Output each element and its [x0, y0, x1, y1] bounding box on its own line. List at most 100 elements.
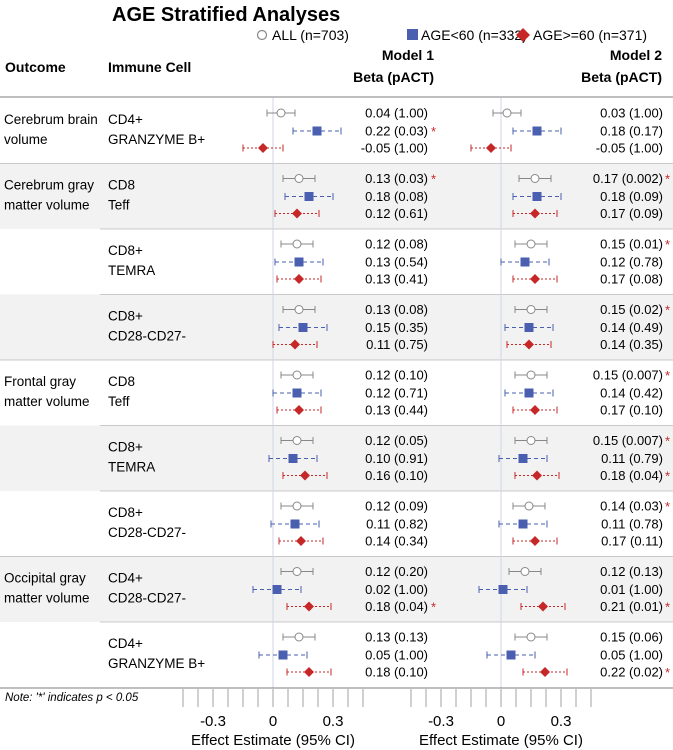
point-all	[292, 239, 302, 249]
significance-star: *	[665, 237, 670, 252]
group-3: CD8+ CD28-CD27- 0.13 (0.08) 0.15 (0.35) 0.1…	[108, 302, 670, 352]
point-under60	[288, 454, 298, 463]
estimate-text: 0.12 (0.10)	[365, 368, 428, 383]
header-immune-cell: Immune Cell	[108, 59, 191, 75]
estimate-text: 0.17 (0.08)	[600, 272, 663, 287]
point-all	[530, 174, 540, 183]
point-under60	[498, 585, 508, 594]
legend: ALL (n=703) AGE<60 (n=332) AGE>=60 (n=37…	[256, 27, 647, 43]
immune-cell-line2: CD28-CD27-	[108, 591, 186, 606]
estimate-text: 0.11 (0.75)	[366, 337, 428, 352]
x-axis-m2: -0.3 0 0.3 Effect Estimate (95% CI)	[410, 689, 592, 749]
row-band	[0, 556, 673, 622]
estimate-text: 0.16 (0.10)	[365, 468, 428, 483]
outcome-label-line1: Cerebrum gray	[4, 178, 94, 193]
row-bands	[0, 163, 673, 623]
significance-star: *	[665, 499, 670, 514]
group-4: Frontal gray matter volume CD8 Teff 0.12 (…	[4, 368, 670, 418]
row-band	[0, 163, 673, 229]
chart-title: AGE Stratified Analyses	[112, 4, 340, 26]
estimate-text: 0.17 (0.002)	[593, 171, 663, 186]
point-over60	[304, 667, 314, 677]
estimate-text: 0.12 (0.13)	[600, 564, 663, 579]
immune-cell-line2: CD28-CD27-	[108, 525, 186, 540]
point-over60	[294, 405, 304, 415]
estimate-text: 0.12 (0.08)	[365, 237, 428, 252]
point-all	[276, 108, 286, 118]
immune-cell-line2: TEMRA	[108, 263, 155, 278]
significance-star: *	[665, 172, 670, 187]
estimate-text: 0.05 (1.00)	[365, 648, 428, 663]
point-all	[526, 632, 536, 642]
immune-cell-line1: CD8+	[108, 243, 143, 258]
point-over60	[294, 274, 304, 284]
point-over60	[292, 208, 302, 219]
immune-cell-line2: Teff	[108, 394, 130, 409]
estimate-text: 0.15 (0.06)	[600, 630, 663, 645]
point-all	[526, 239, 536, 249]
immune-cell-line1: CD8+	[108, 505, 143, 520]
estimate-text: 0.17 (0.11)	[601, 534, 663, 549]
immune-cell-line2: TEMRA	[108, 460, 155, 475]
footnote: Note: '*' indicates p < 0.05	[5, 692, 139, 704]
estimate-text: 0.13 (0.41)	[365, 272, 428, 287]
point-all	[524, 501, 534, 511]
estimate-text: 0.12 (0.78)	[600, 255, 663, 270]
tick-label: 0	[497, 713, 505, 730]
immune-cell-line2: Teff	[108, 198, 130, 213]
tick-label: 0.3	[323, 713, 344, 730]
point-under60	[532, 126, 542, 136]
point-all	[292, 501, 302, 511]
point-over60	[530, 536, 540, 546]
outcome-label-line2: matter volume	[4, 591, 90, 606]
outcome-label-line1: Cerebrum brain	[4, 112, 98, 127]
estimate-text: 0.17 (0.10)	[600, 403, 663, 418]
immune-cell-line1: CD8	[108, 374, 135, 389]
row-band	[0, 425, 673, 491]
estimate-text: 0.11 (0.79)	[601, 451, 663, 466]
data-rows: Cerebrum brain volume CD4+ GRANZYME B+ 0.0…	[4, 106, 670, 681]
header-model1-sub: Beta (pACT)	[353, 69, 434, 85]
group-5: CD8+ TEMRA 0.12 (0.05) 0.10 (0.91) 0.16 (0.…	[108, 433, 670, 484]
estimate-text: 0.15 (0.01)	[600, 237, 663, 252]
estimate-text: 0.12 (0.61)	[365, 206, 428, 221]
immune-cell-line2: GRANZYME B+	[108, 656, 205, 671]
point-over60	[486, 143, 496, 153]
estimate-text: 0.13 (0.44)	[365, 403, 428, 418]
point-under60	[524, 323, 534, 332]
point-all	[294, 632, 304, 642]
point-all	[526, 305, 536, 314]
point-all	[502, 108, 512, 118]
estimate-text: 0.17 (0.09)	[600, 206, 663, 221]
point-under60	[312, 126, 322, 136]
estimate-text: 0.05 (1.00)	[600, 648, 663, 663]
tick-label: 0.3	[551, 713, 572, 730]
point-over60	[532, 470, 542, 481]
significance-star: *	[665, 469, 670, 484]
estimate-text: 0.18 (0.17)	[600, 124, 663, 139]
point-all	[292, 370, 302, 380]
point-over60	[530, 405, 540, 415]
point-under60	[290, 519, 300, 529]
immune-cell-line1: CD8+	[108, 440, 143, 455]
point-over60	[524, 339, 534, 350]
estimate-text: 0.18 (0.09)	[600, 189, 663, 204]
point-all	[520, 567, 530, 576]
tick-label: -0.3	[428, 713, 454, 730]
estimate-text: 0.12 (0.71)	[365, 386, 428, 401]
legend-over60-label: AGE>=60 (n=371)	[533, 27, 647, 43]
immune-cell-line1: CD4+	[108, 571, 143, 586]
estimate-text: 0.14 (0.49)	[600, 320, 663, 335]
header-outcome: Outcome	[5, 59, 66, 75]
significance-star: *	[431, 124, 436, 139]
point-over60	[300, 470, 310, 481]
header-model2-title: Model 2	[610, 47, 662, 63]
point-under60	[520, 257, 530, 267]
point-under60	[518, 519, 528, 529]
significance-star: *	[665, 600, 670, 615]
point-under60	[294, 257, 304, 267]
legend-all-label: ALL (n=703)	[272, 27, 349, 43]
estimate-text: -0.05 (1.00)	[596, 141, 663, 156]
outcome-label-line2: matter volume	[4, 394, 90, 409]
